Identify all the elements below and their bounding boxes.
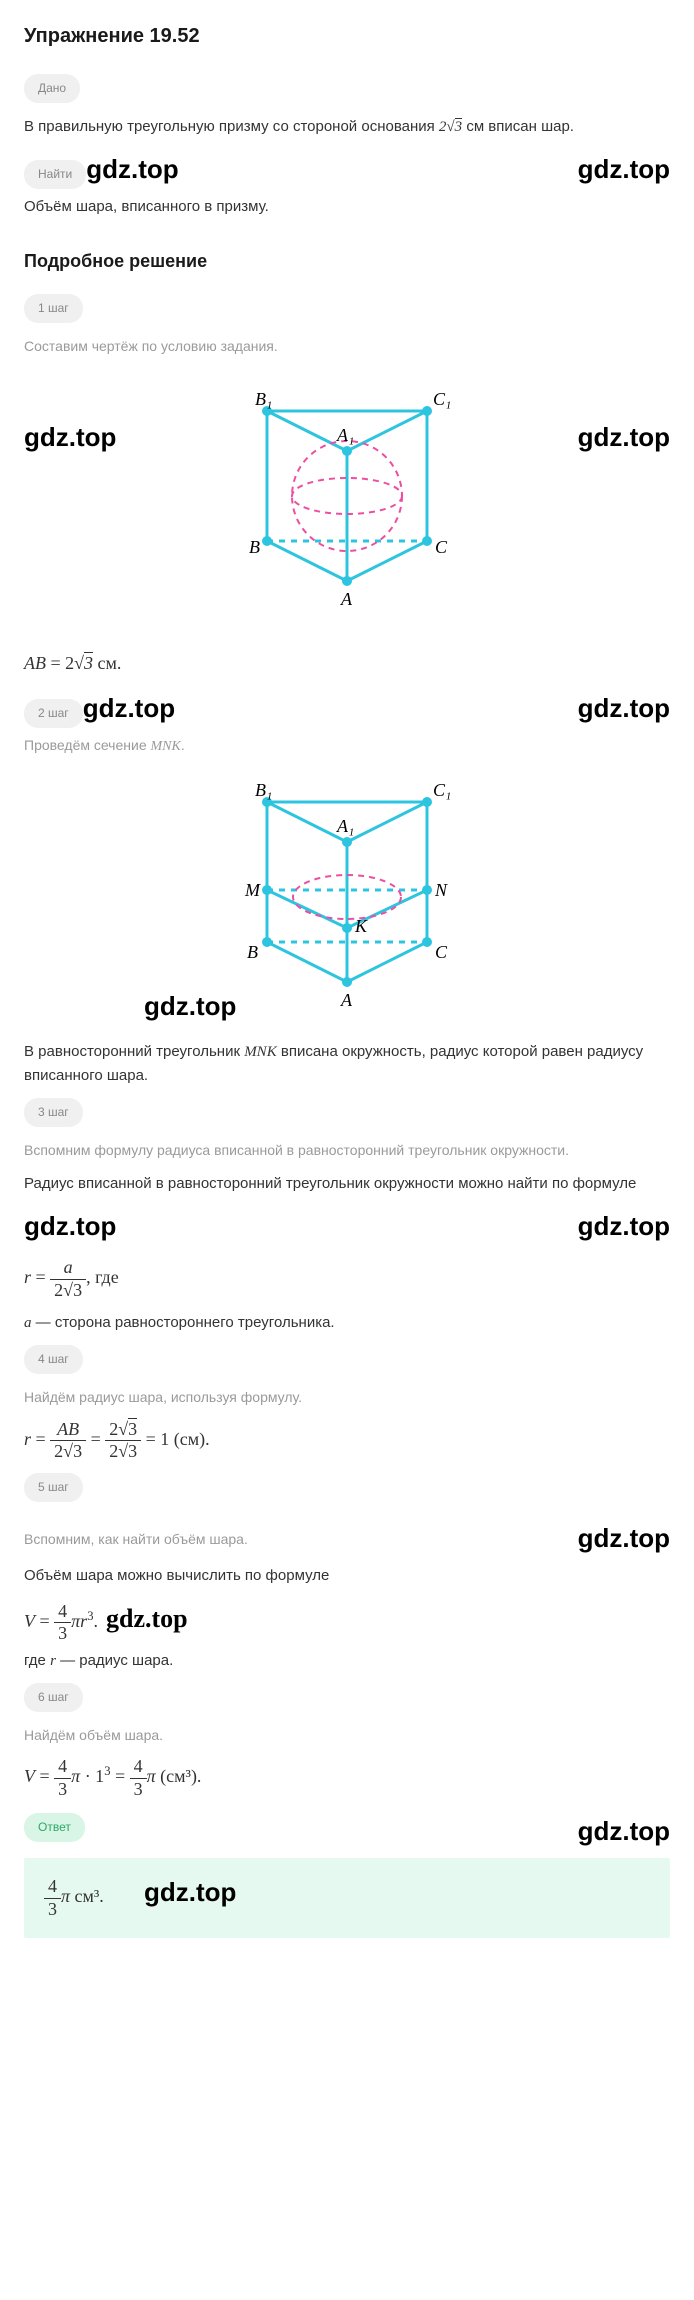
given-math: 2√3 [439,118,462,135]
watermark: gdz.top [578,417,670,459]
svg-text:B: B [247,942,258,962]
find-pill: Найти [24,160,86,189]
watermark-row-3: 2 шагgdz.top gdz.top [24,688,670,730]
watermark-row-6: V = 43πr3.gdz.top [24,1598,670,1645]
svg-text:M: M [244,880,261,900]
step2-body: В равносторонний треугольник MNK вписана… [24,1040,670,1088]
prism-diagram-1: B₁ C₁ A₁ B C A [217,381,477,621]
step6-formula: V = 43π · 13 = 43π (см³). [24,1756,670,1800]
step3-pill: 3 шаг [24,1098,83,1127]
step2-math: MNK [151,739,181,754]
svg-text:C: C [435,942,448,962]
watermark: gdz.top [578,1206,670,1248]
watermark-row-1: Найтиgdz.top gdz.top [24,149,670,191]
step2-text: Проведём сечение MNK. [24,734,670,758]
svg-text:C₁: C₁ [433,780,451,800]
watermark: gdz.top [578,688,670,730]
svg-text:A₁: A₁ [336,816,354,836]
step3-text: Вспомним формулу радиуса вписанной в рав… [24,1139,670,1161]
svg-text:C₁: C₁ [433,389,451,409]
exercise-title: Упражнение 19.52 [24,20,670,52]
step6-text: Найдём объём шара. [24,1724,670,1746]
step2-text-b: . [181,737,185,753]
answer-unit: см³. [70,1886,104,1906]
watermark: gdz.top [144,1872,236,1914]
step3-formula: r = a2√3, где [24,1257,670,1301]
svg-text:A: A [340,990,353,1010]
diagram-1: B₁ C₁ A₁ B C A [24,381,670,621]
watermark: gdz.top [24,417,116,459]
step2-pill: 2 шаг [24,699,83,728]
given-pill: Дано [24,74,80,103]
watermark: gdz.top [578,1811,670,1853]
svg-text:N: N [434,880,448,900]
step3-body: Радиус вписанной в равносторонний треуго… [24,1172,670,1196]
given-text: В правильную треугольную призму со сторо… [24,115,670,139]
svg-text:B₁: B₁ [255,780,272,800]
step4-text: Найдём радиус шара, используя формулу. [24,1386,670,1408]
prism-diagram-2: B₁ C₁ A₁ M N K B C A [217,772,477,1022]
svg-text:B₁: B₁ [255,389,272,409]
answer-box: 43π см³. gdz.top [24,1858,670,1938]
answer-pill: Ответ [24,1813,85,1842]
step5-body: Объём шара можно вычислить по формуле [24,1564,670,1588]
find-text: Объём шара, вписанного в призму. [24,195,670,219]
watermark: gdz.top [578,1518,670,1560]
svg-text:K: K [354,916,368,936]
watermark: gdz.top [83,693,175,723]
step5-pill: 5 шаг [24,1473,83,1502]
svg-text:C: C [435,537,448,557]
step4-formula: r = AB2√3 = 2√32√3 = 1 (см). [24,1419,670,1463]
svg-text:B: B [249,537,260,557]
watermark-row-4: gdz.top gdz.top [24,1206,670,1248]
step5-where: где r — радиус шара. [24,1649,670,1673]
step4-pill: 4 шаг [24,1345,83,1374]
step2-text-a: Проведём сечение [24,737,151,753]
ab-formula: AB = 2√3 см. [24,649,670,678]
step6-pill: 6 шаг [24,1683,83,1712]
step5-text: Вспомним, как найти объём шара. [24,1528,248,1550]
watermark: gdz.top [24,1206,116,1248]
step1-pill: 1 шаг [24,294,83,323]
step1-text: Составим чертёж по условию задания. [24,335,670,357]
svg-text:A₁: A₁ [336,425,354,445]
watermark-row-5: Вспомним, как найти объём шара. gdz.top [24,1518,670,1560]
svg-text:A: A [340,589,353,609]
watermark: gdz.top [578,149,670,191]
watermark: gdz.top [144,986,236,1028]
step4-result: = 1 (см). [141,1429,210,1449]
watermark: gdz.top [106,1604,188,1633]
step5-formula: V = 43πr3.gdz.top [24,1598,188,1645]
given-text-b: см вписан шар. [462,118,574,135]
diagram-2: B₁ C₁ A₁ M N K B C A gdz.top [24,772,670,1022]
step3-a-def: a — сторона равностороннего треугольника… [24,1311,670,1335]
solution-title: Подробное решение [24,247,670,276]
watermark: gdz.top [86,154,178,184]
watermark-row-2: gdz.top B₁ C₁ [24,367,670,639]
answer-formula: 43π см³. [44,1876,650,1920]
given-text-a: В правильную треугольную призму со сторо… [24,118,439,135]
step3-where: , где [86,1267,119,1287]
